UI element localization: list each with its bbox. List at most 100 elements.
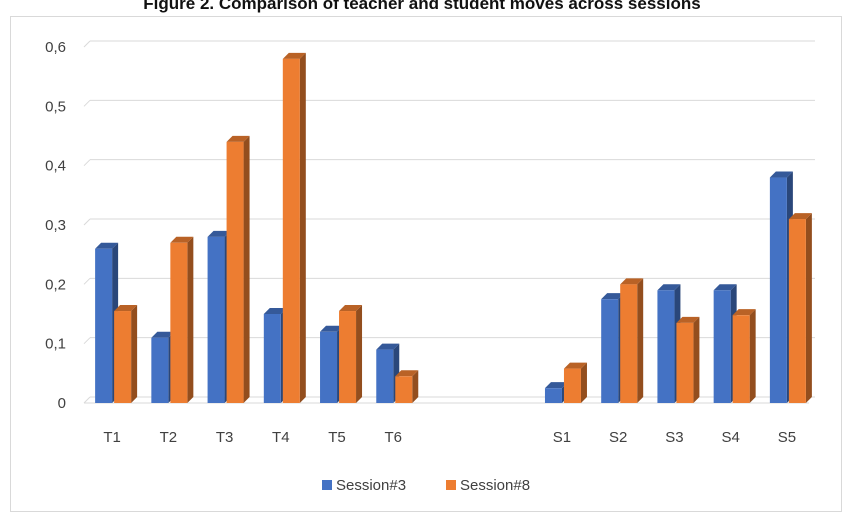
- bar-top: [620, 278, 644, 285]
- x-category-label: T6: [385, 429, 403, 446]
- bar-front: [544, 388, 562, 403]
- bar-front: [713, 290, 731, 403]
- bar-side: [187, 236, 194, 403]
- bar-top: [601, 293, 625, 300]
- y-tick-label: 0,6: [45, 39, 66, 56]
- bar-front: [620, 284, 638, 403]
- bar-Session#8-T1: [114, 305, 138, 403]
- bar-top: [114, 305, 138, 312]
- bar-top: [207, 230, 231, 237]
- bar-front: [114, 311, 132, 403]
- y-tick-label: 0,1: [45, 336, 66, 353]
- bar-front: [207, 236, 225, 403]
- gridline-depth: [83, 337, 91, 345]
- bar-Session#8-S4: [732, 309, 756, 403]
- bar-side: [749, 309, 756, 403]
- gridlines: [83, 40, 815, 404]
- bar-side: [693, 316, 700, 403]
- legend-swatch: [446, 480, 456, 490]
- legend-label: Session#3: [336, 477, 406, 494]
- bar-Session#8-T2: [170, 236, 194, 403]
- y-tick-label: 0: [58, 395, 66, 412]
- gridline-depth: [83, 159, 91, 167]
- y-axis-ticks: 0 0,1 0,2 0,3 0,4 0,5 0,6: [45, 39, 66, 412]
- bar-Session#3-T6: [376, 343, 400, 403]
- x-category-label: T3: [216, 429, 234, 446]
- bar-top: [544, 382, 568, 389]
- bar-front: [95, 248, 113, 403]
- bar-Session#8-T4: [282, 52, 306, 403]
- bar-side: [580, 362, 587, 403]
- y-tick-label: 0,2: [45, 276, 66, 293]
- bar-front: [395, 376, 413, 403]
- bar-Session#8-S3: [676, 316, 700, 403]
- chart-frame: [10, 16, 842, 512]
- bar-front: [732, 315, 750, 403]
- gridline-depth: [83, 40, 91, 48]
- chart-title: Figure 2. Comparison of teacher and stud…: [143, 0, 701, 13]
- bars: [95, 52, 812, 403]
- x-category-label: T5: [328, 429, 346, 446]
- y-tick-label: 0,5: [45, 98, 66, 115]
- bar-top: [339, 305, 363, 312]
- bar-top: [151, 331, 175, 338]
- bar-top: [657, 284, 681, 291]
- bar-front: [339, 311, 357, 403]
- x-category-label: S4: [721, 429, 739, 446]
- bar-top: [320, 325, 344, 332]
- bar-front: [788, 219, 806, 403]
- bar-front: [563, 368, 581, 403]
- y-tick-label: 0,3: [45, 217, 66, 234]
- bar-front: [676, 322, 694, 403]
- x-axis-categories: T1 T2 T3 T4 T5 T6 S1 S2 S3 S4 S5: [103, 429, 796, 446]
- bar-Session#8-S5: [788, 213, 812, 403]
- bar-top: [732, 309, 756, 316]
- bar-top: [788, 213, 812, 220]
- x-category-label: S1: [553, 429, 571, 446]
- bar-top: [95, 242, 119, 249]
- bar-top: [769, 171, 793, 178]
- bar-front: [263, 314, 281, 403]
- bar-side: [243, 135, 250, 403]
- bar-Session#8-T6: [395, 370, 419, 403]
- bar-side: [637, 278, 644, 403]
- bar-Session#8-S2: [620, 278, 644, 403]
- y-tick-label: 0,4: [45, 158, 66, 175]
- x-category-label: S5: [778, 429, 796, 446]
- bar-top: [226, 135, 250, 142]
- gridline-depth: [83, 99, 91, 107]
- x-category-label: S3: [665, 429, 683, 446]
- bar-side: [412, 370, 419, 403]
- bar-front: [151, 337, 169, 403]
- bar-front: [769, 177, 787, 403]
- bar-side: [131, 305, 138, 403]
- bar-top: [395, 370, 419, 377]
- legend-label: Session#8: [460, 477, 530, 494]
- bar-front: [170, 242, 188, 403]
- gridline-depth: [83, 277, 91, 285]
- bar-top: [676, 316, 700, 323]
- bar-front: [657, 290, 675, 403]
- bar-side: [805, 213, 812, 403]
- bar-top: [563, 362, 587, 369]
- bar-top: [282, 52, 306, 59]
- bar-front: [320, 331, 338, 403]
- bar-top: [263, 308, 287, 314]
- bar-front: [376, 349, 394, 403]
- bar-Session#8-T5: [339, 305, 363, 403]
- bar-front: [282, 58, 300, 403]
- x-category-label: T1: [103, 429, 121, 446]
- legend-swatch: [322, 480, 332, 490]
- bar-top: [713, 284, 737, 291]
- bar-top: [376, 343, 400, 350]
- bar-Session#8-T3: [226, 135, 250, 403]
- x-category-label: T2: [160, 429, 178, 446]
- bar-front: [601, 299, 619, 403]
- bar-Session#8-S1: [563, 362, 587, 403]
- legend: Session#3 Session#8: [322, 477, 530, 494]
- bar-side: [356, 305, 363, 403]
- bar-side: [299, 52, 306, 403]
- x-category-label: S2: [609, 429, 627, 446]
- gridline-depth: [83, 218, 91, 226]
